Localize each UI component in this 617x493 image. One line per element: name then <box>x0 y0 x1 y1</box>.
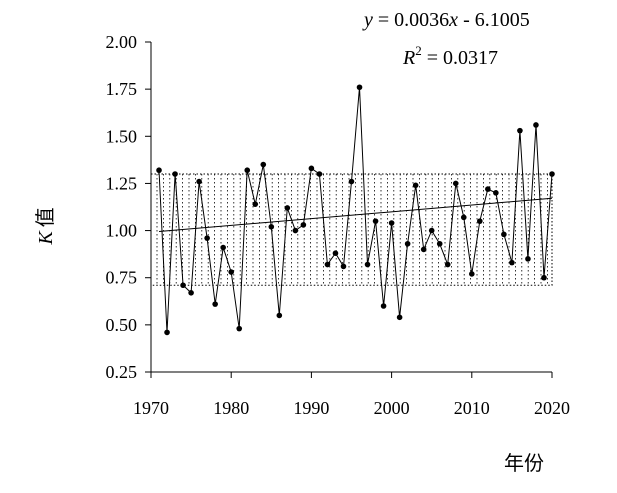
y-axis-title-k: K <box>35 230 57 246</box>
data-point <box>276 312 283 319</box>
regression-equation: y = 0.0036x - 6.1005 <box>362 9 530 31</box>
x-tick-label: 1970 <box>133 398 169 418</box>
data-point <box>220 244 226 251</box>
data-point <box>172 171 178 177</box>
data-point <box>420 246 427 253</box>
data-point <box>292 227 299 234</box>
ticks: 0.25 0.50 0.75 1.00 1.25 1.50 1.75 2.00 1970 1980… <box>106 32 571 418</box>
axes <box>150 42 552 373</box>
eq-x-var: x <box>448 9 458 31</box>
data-point <box>452 180 459 187</box>
data-point <box>284 205 291 211</box>
data-point <box>469 271 475 277</box>
data-point <box>485 186 491 192</box>
data-point <box>156 167 162 174</box>
trend-line <box>158 197 553 232</box>
data-point <box>228 269 234 275</box>
data-series <box>156 84 555 336</box>
eq-y-var: y <box>362 9 373 31</box>
data-point <box>412 182 419 189</box>
data-point <box>380 303 387 309</box>
data-point <box>493 190 499 196</box>
data-point <box>316 171 323 177</box>
x-tick-label: 2020 <box>534 398 570 418</box>
data-point <box>188 290 194 296</box>
data-point <box>348 178 355 185</box>
y-tick-label: 1.75 <box>106 79 138 99</box>
x-tick-label: 2010 <box>454 398 490 418</box>
data-point <box>372 218 379 224</box>
data-point <box>196 178 202 185</box>
trendline <box>158 197 553 232</box>
data-point <box>204 235 210 241</box>
y-axis-title-rest: 值 <box>34 207 57 227</box>
data-point <box>501 231 507 238</box>
data-point <box>164 329 170 336</box>
data-point <box>356 84 363 91</box>
x-tick-label: 1980 <box>213 398 249 418</box>
data-point <box>525 256 531 262</box>
band-outline <box>150 173 553 286</box>
data-point <box>236 325 243 332</box>
data-point <box>533 122 539 128</box>
data-point <box>404 240 411 247</box>
data-point <box>180 282 186 289</box>
data-point <box>444 261 451 268</box>
data-point <box>509 259 515 266</box>
x-tick-label: 1990 <box>293 398 329 418</box>
y-tick-label: 0.50 <box>106 315 138 335</box>
x-axis-title: 年份 <box>504 452 544 475</box>
data-point <box>460 214 467 221</box>
eq-y-rest: - 6.1005 <box>458 9 530 31</box>
data-point <box>324 261 331 268</box>
data-point <box>244 167 251 174</box>
data-point <box>252 201 259 207</box>
data-point <box>260 161 267 168</box>
eq-r-rest: = 0.0317 <box>422 47 498 69</box>
data-point <box>549 171 555 177</box>
data-point <box>396 314 403 321</box>
x-tick-label: 2000 <box>374 398 410 418</box>
y-tick-label: 1.00 <box>106 221 138 241</box>
y-tick-label: 1.50 <box>106 126 138 146</box>
data-point <box>477 218 483 224</box>
y-axis-title: K值 <box>34 207 57 245</box>
data-point <box>340 263 347 270</box>
r-squared: R2 = 0.0317 <box>402 43 498 69</box>
data-point <box>268 224 275 230</box>
data-point <box>212 301 218 307</box>
data-point <box>332 250 339 256</box>
data-point <box>388 220 395 226</box>
data-point <box>364 261 371 268</box>
data-point <box>541 274 547 281</box>
eq-r-var: R <box>402 47 415 69</box>
y-tick-label: 2.00 <box>106 32 138 52</box>
y-tick-label: 0.25 <box>106 362 138 382</box>
eq-y-equals: = 0.0036 <box>373 9 449 31</box>
eq-r-exp: 2 <box>415 43 422 58</box>
data-point <box>436 240 443 247</box>
data-point <box>428 227 435 234</box>
y-tick-label: 0.75 <box>106 268 138 288</box>
data-point <box>308 165 315 172</box>
data-point <box>517 127 523 134</box>
y-tick-label: 1.25 <box>106 173 138 193</box>
series-line <box>158 87 553 333</box>
data-point <box>300 222 307 228</box>
